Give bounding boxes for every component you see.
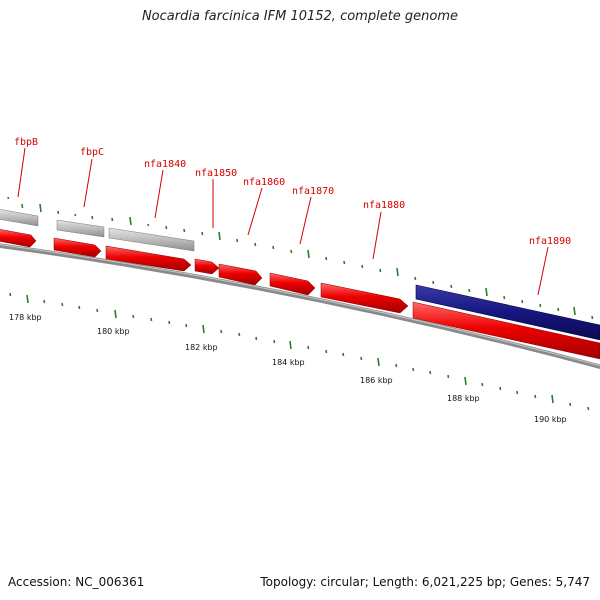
genome-backbone [0, 243, 600, 369]
cds-arrow[interactable] [320, 282, 409, 314]
gene-label-nfa1860[interactable]: nfa1860 [243, 177, 285, 188]
forward-cds-track [0, 229, 600, 360]
tick-label-190: 190 kbp [534, 415, 567, 424]
nfa1890-gene[interactable] [415, 284, 600, 341]
gene-label-nfa1850[interactable]: nfa1850 [195, 168, 237, 179]
gray-gene[interactable] [0, 209, 39, 227]
outer-ruler-ticks [7, 196, 594, 320]
genome-summary-text: Topology: circular; Length: 6,021,225 bp… [260, 575, 590, 589]
gene-label-nfa1890[interactable]: nfa1890 [529, 236, 571, 247]
tick-label-188: 188 kbp [447, 394, 480, 403]
gene-label-nfa1840[interactable]: nfa1840 [144, 159, 186, 170]
gray-gene[interactable] [56, 219, 105, 238]
gray-gene[interactable] [108, 227, 195, 252]
cds-arrow[interactable] [0, 229, 37, 248]
genome-backbone-highlight [0, 244, 600, 367]
accession-text: Accession: NC_006361 [8, 575, 145, 589]
tick-label-182: 182 kbp [185, 343, 218, 352]
gray-gene-track [0, 209, 195, 252]
cds-arrow[interactable] [53, 237, 102, 258]
cds-arrow[interactable] [194, 258, 220, 275]
cds-arrow[interactable] [218, 263, 263, 286]
tick-label-186: 186 kbp [360, 376, 393, 385]
inner-ruler-ticks [9, 292, 590, 411]
cds-arrow[interactable] [269, 272, 316, 296]
gene-label-nfa1870[interactable]: nfa1870 [292, 186, 334, 197]
gene-label-fbpB[interactable]: fbpB [14, 137, 38, 148]
gene-label-nfa1880[interactable]: nfa1880 [363, 200, 405, 211]
tick-label-184: 184 kbp [272, 358, 305, 367]
page-title: Nocardia farcinica IFM 10152, complete g… [141, 9, 459, 24]
label-leaders [17, 147, 549, 296]
cds-arrow[interactable] [105, 245, 192, 272]
gene-labels: fbpB fbpC nfa1840 nfa1850 nfa1860 nfa187… [14, 137, 571, 247]
tick-label-180: 180 kbp [97, 327, 130, 336]
tick-label-178: 178 kbp [9, 313, 42, 322]
ruler-labels: 178 kbp 180 kbp 182 kbp 184 kbp 186 kbp … [9, 313, 567, 424]
gene-label-fbpC[interactable]: fbpC [80, 147, 104, 158]
cds-arrow[interactable] [412, 301, 600, 360]
